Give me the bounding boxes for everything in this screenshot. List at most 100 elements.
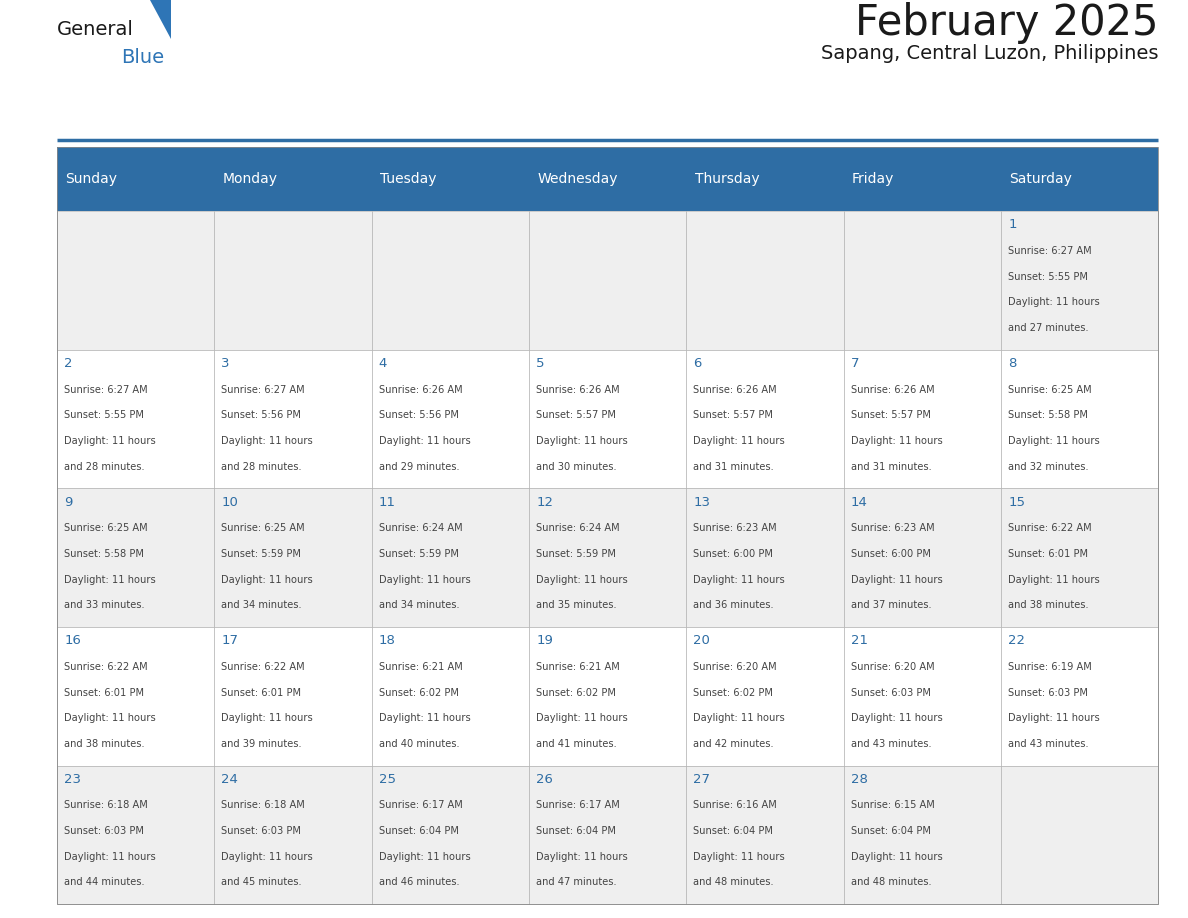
Text: 15: 15 (1009, 496, 1025, 509)
Bar (372, 627, 529, 766)
Bar (843, 350, 1001, 488)
Text: Daylight: 11 hours: Daylight: 11 hours (536, 713, 628, 723)
Text: Daylight: 11 hours: Daylight: 11 hours (851, 575, 942, 585)
Text: February 2025: February 2025 (855, 2, 1158, 44)
Bar (57, 211, 214, 350)
Text: and 41 minutes.: and 41 minutes. (536, 739, 617, 749)
Text: and 44 minutes.: and 44 minutes. (64, 878, 145, 888)
Text: Sunrise: 6:27 AM: Sunrise: 6:27 AM (64, 385, 147, 395)
Bar (214, 350, 372, 488)
Text: Daylight: 11 hours: Daylight: 11 hours (64, 852, 156, 862)
Bar (214, 766, 372, 904)
Text: Sapang, Central Luzon, Philippines: Sapang, Central Luzon, Philippines (821, 44, 1158, 63)
Bar (214, 211, 372, 350)
Text: and 30 minutes.: and 30 minutes. (536, 462, 617, 472)
Bar (214, 627, 372, 766)
Text: Sunrise: 6:26 AM: Sunrise: 6:26 AM (379, 385, 462, 395)
Text: Sunrise: 6:24 AM: Sunrise: 6:24 AM (379, 523, 462, 533)
Text: Daylight: 11 hours: Daylight: 11 hours (64, 713, 156, 723)
Polygon shape (150, 0, 171, 39)
Text: 20: 20 (694, 634, 710, 647)
Text: Daylight: 11 hours: Daylight: 11 hours (536, 436, 628, 446)
Bar (529, 766, 687, 904)
Bar (843, 766, 1001, 904)
Bar (687, 211, 843, 350)
Text: 11: 11 (379, 496, 396, 509)
Text: 26: 26 (536, 773, 552, 786)
Text: Sunset: 5:58 PM: Sunset: 5:58 PM (64, 549, 144, 559)
Text: Daylight: 11 hours: Daylight: 11 hours (379, 575, 470, 585)
Text: and 28 minutes.: and 28 minutes. (221, 462, 302, 472)
Text: 19: 19 (536, 634, 552, 647)
Text: Sunrise: 6:27 AM: Sunrise: 6:27 AM (221, 385, 305, 395)
Text: and 46 minutes.: and 46 minutes. (379, 878, 460, 888)
Text: 25: 25 (379, 773, 396, 786)
Text: 16: 16 (64, 634, 81, 647)
Text: Sunset: 5:56 PM: Sunset: 5:56 PM (221, 410, 302, 420)
Text: Daylight: 11 hours: Daylight: 11 hours (1009, 713, 1100, 723)
Text: Sunrise: 6:20 AM: Sunrise: 6:20 AM (694, 662, 777, 672)
Text: 28: 28 (851, 773, 867, 786)
Text: Daylight: 11 hours: Daylight: 11 hours (694, 575, 785, 585)
Text: Sunrise: 6:25 AM: Sunrise: 6:25 AM (64, 523, 147, 533)
Text: Sunset: 5:57 PM: Sunset: 5:57 PM (536, 410, 617, 420)
Text: Sunset: 6:02 PM: Sunset: 6:02 PM (536, 688, 617, 698)
Text: and 45 minutes.: and 45 minutes. (221, 878, 302, 888)
Bar (372, 350, 529, 488)
Text: Friday: Friday (852, 172, 895, 186)
Text: 4: 4 (379, 357, 387, 370)
Text: Sunset: 6:01 PM: Sunset: 6:01 PM (221, 688, 302, 698)
Text: and 35 minutes.: and 35 minutes. (536, 600, 617, 610)
Text: 5: 5 (536, 357, 544, 370)
Text: and 43 minutes.: and 43 minutes. (851, 739, 931, 749)
Bar (57, 488, 214, 627)
Text: Daylight: 11 hours: Daylight: 11 hours (379, 436, 470, 446)
Bar (529, 488, 687, 627)
Text: Sunrise: 6:26 AM: Sunrise: 6:26 AM (851, 385, 935, 395)
Text: Sunset: 6:00 PM: Sunset: 6:00 PM (851, 549, 930, 559)
Text: Sunrise: 6:22 AM: Sunrise: 6:22 AM (64, 662, 147, 672)
Bar (1001, 766, 1158, 904)
Text: Sunrise: 6:17 AM: Sunrise: 6:17 AM (536, 800, 620, 811)
Text: Sunset: 6:03 PM: Sunset: 6:03 PM (221, 826, 302, 836)
Text: and 28 minutes.: and 28 minutes. (64, 462, 145, 472)
Text: Sunset: 6:01 PM: Sunset: 6:01 PM (1009, 549, 1088, 559)
Text: and 34 minutes.: and 34 minutes. (379, 600, 460, 610)
Text: Thursday: Thursday (695, 172, 759, 186)
Text: Sunset: 5:59 PM: Sunset: 5:59 PM (221, 549, 302, 559)
Text: Daylight: 11 hours: Daylight: 11 hours (1009, 436, 1100, 446)
Text: Daylight: 11 hours: Daylight: 11 hours (1009, 575, 1100, 585)
Text: Sunset: 6:02 PM: Sunset: 6:02 PM (379, 688, 459, 698)
Text: Sunrise: 6:25 AM: Sunrise: 6:25 AM (1009, 385, 1092, 395)
Text: and 47 minutes.: and 47 minutes. (536, 878, 617, 888)
Text: and 40 minutes.: and 40 minutes. (379, 739, 460, 749)
Text: and 29 minutes.: and 29 minutes. (379, 462, 460, 472)
Text: 14: 14 (851, 496, 867, 509)
Bar (57, 627, 214, 766)
Text: Sunset: 6:04 PM: Sunset: 6:04 PM (379, 826, 459, 836)
Text: Sunrise: 6:27 AM: Sunrise: 6:27 AM (1009, 246, 1092, 256)
Text: Daylight: 11 hours: Daylight: 11 hours (221, 713, 314, 723)
Text: Sunrise: 6:22 AM: Sunrise: 6:22 AM (1009, 523, 1092, 533)
Text: and 32 minutes.: and 32 minutes. (1009, 462, 1088, 472)
Text: Sunset: 5:55 PM: Sunset: 5:55 PM (64, 410, 144, 420)
Text: 2: 2 (64, 357, 72, 370)
Text: 27: 27 (694, 773, 710, 786)
Text: General: General (57, 19, 134, 39)
Text: and 43 minutes.: and 43 minutes. (1009, 739, 1088, 749)
Text: Daylight: 11 hours: Daylight: 11 hours (694, 436, 785, 446)
Bar (372, 766, 529, 904)
Text: Daylight: 11 hours: Daylight: 11 hours (1009, 297, 1100, 308)
Bar (687, 350, 843, 488)
Text: and 33 minutes.: and 33 minutes. (64, 600, 145, 610)
Text: and 38 minutes.: and 38 minutes. (64, 739, 145, 749)
Text: 6: 6 (694, 357, 702, 370)
Text: Sunrise: 6:19 AM: Sunrise: 6:19 AM (1009, 662, 1092, 672)
Text: Daylight: 11 hours: Daylight: 11 hours (221, 852, 314, 862)
Text: 12: 12 (536, 496, 554, 509)
Bar (1001, 211, 1158, 350)
Bar (372, 488, 529, 627)
Bar (687, 488, 843, 627)
Bar (687, 627, 843, 766)
Text: Daylight: 11 hours: Daylight: 11 hours (694, 852, 785, 862)
